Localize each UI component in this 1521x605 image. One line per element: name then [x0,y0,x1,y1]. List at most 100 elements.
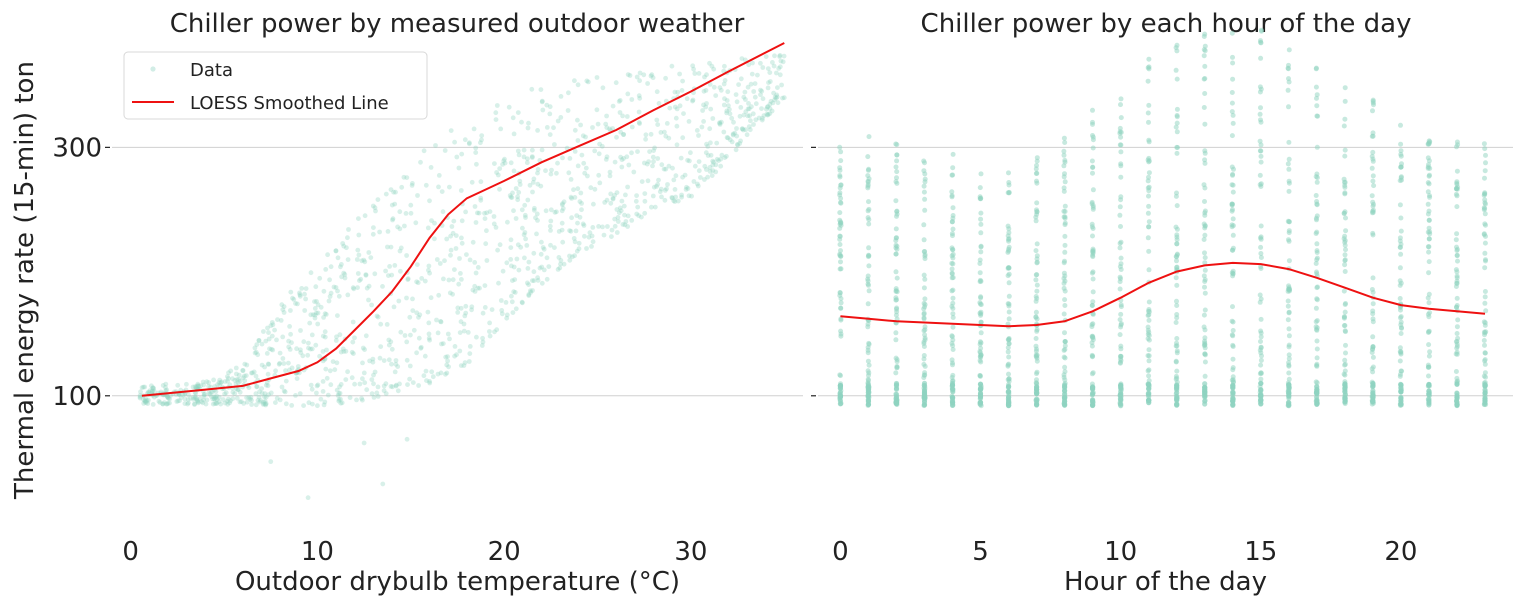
data-point [535,218,540,223]
data-point [407,314,413,320]
data-point [708,140,713,146]
data-point [950,233,955,239]
data-point [1062,383,1068,389]
data-point [418,345,424,351]
data-point [618,208,624,214]
data-point [328,290,334,296]
data-point [232,378,238,383]
data-point [772,94,778,100]
data-point [345,235,350,241]
data-point [267,346,272,352]
data-point [575,138,581,143]
data-point [619,164,625,170]
data-point [389,272,395,278]
data-point [654,117,660,123]
data-point [618,154,623,160]
data-point [1482,197,1488,203]
data-point [206,390,212,396]
data-point [604,125,610,130]
data-point [650,193,656,199]
data-point [893,312,899,318]
data-point [1286,376,1292,382]
legend-label: Data [190,60,233,81]
data-point [554,170,559,176]
data-point [656,101,662,106]
data-point [1118,311,1124,317]
data-point [718,156,724,162]
data-point [1118,302,1124,308]
data-point [978,230,984,236]
data-point [610,196,616,202]
data-point [642,198,648,204]
data-point [740,126,745,132]
data-point [270,347,276,353]
data-point [511,264,517,270]
data-point [1229,377,1235,383]
data-point [765,112,771,117]
data-point [389,202,395,208]
data-point [581,223,587,228]
data-point [401,174,407,180]
data-point [1285,303,1291,309]
data-point [691,179,697,184]
data-point [466,359,472,364]
data-point [1174,42,1180,48]
data-point [615,215,621,220]
data-point [1286,363,1292,369]
data-point [351,286,357,292]
data-point [283,368,288,374]
data-point [525,197,531,203]
data-point [1230,112,1236,118]
data-point [576,246,582,252]
data-point [259,341,265,347]
data-point [195,400,201,406]
data-point [602,200,608,205]
data-point [643,132,649,138]
data-point [1427,349,1433,355]
data-point [1201,47,1207,53]
data-point [667,105,673,111]
data-point [774,94,780,100]
data-point [359,396,364,401]
data-point [368,255,374,260]
data-point [150,402,156,407]
data-point [1089,324,1095,330]
data-point [1286,360,1292,366]
data-point [594,75,600,80]
data-point [950,247,956,253]
data-point [584,78,590,84]
data-point [327,368,333,374]
data-point [1090,187,1096,193]
data-point [375,197,381,203]
data-point [921,383,928,389]
data-point [526,282,531,287]
data-point [334,334,339,340]
data-point [458,363,464,368]
data-point [865,401,872,407]
data-point [1145,210,1151,216]
data-point [572,149,578,154]
data-point [287,324,292,329]
data-point [426,335,432,341]
data-point [838,305,844,311]
data-point [1482,168,1488,174]
data-point [1201,221,1207,227]
data-point [215,382,220,388]
data-point [363,272,369,277]
data-point [265,325,270,331]
data-point [681,111,686,116]
data-point [760,115,765,121]
data-point [1230,60,1236,66]
data-point [301,339,307,345]
data-point [504,312,510,318]
data-point [185,397,191,402]
data-point [195,381,201,387]
data-point [1174,265,1180,270]
data-point [370,359,376,365]
data-point [1175,145,1180,150]
data-point [1174,303,1180,308]
data-point [217,377,223,383]
data-point [265,371,271,377]
data-point [487,329,492,334]
data-point [622,222,628,228]
